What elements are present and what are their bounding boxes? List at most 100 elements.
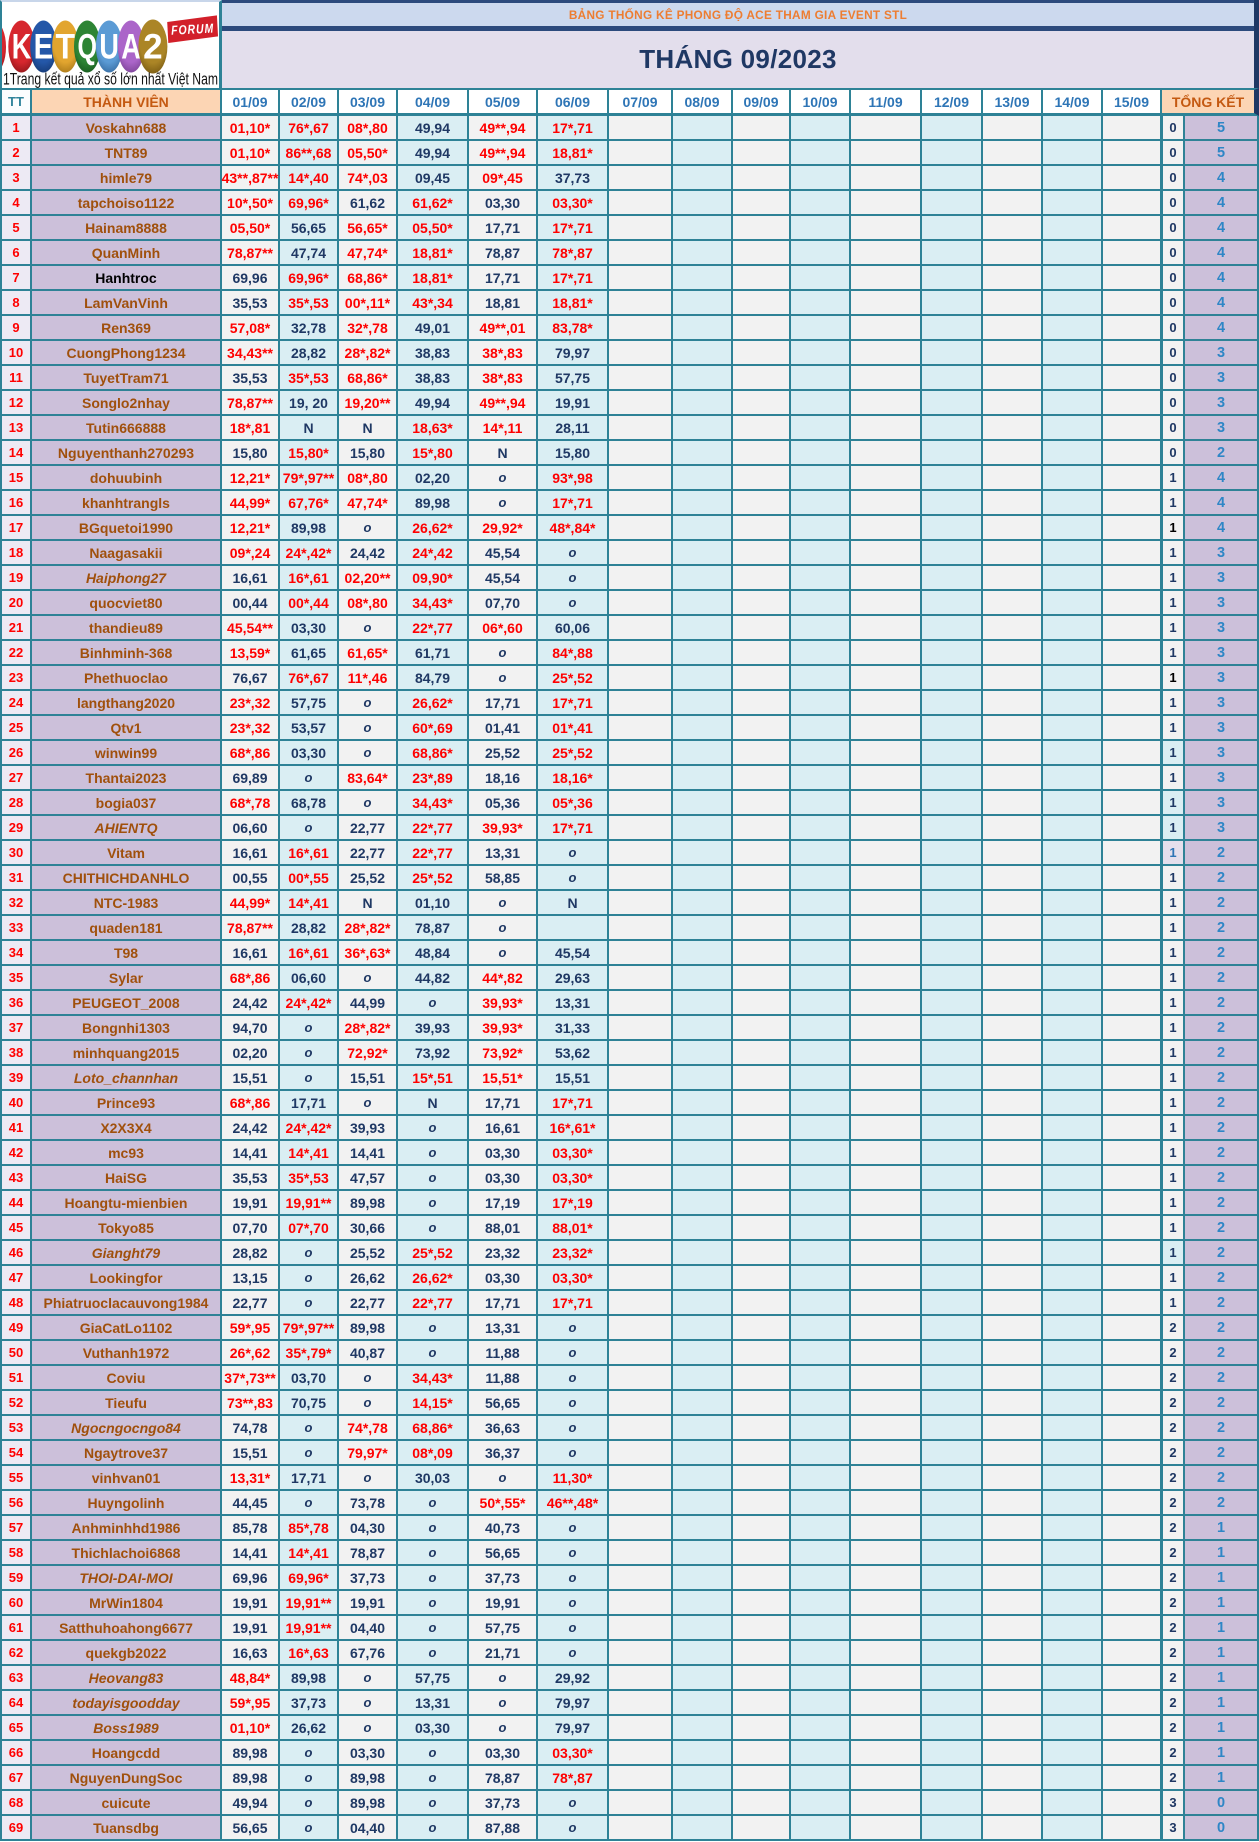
score-cell: [851, 316, 922, 341]
score-cell: [1103, 416, 1162, 441]
score-cell: [1103, 591, 1162, 616]
member-name: CHITHICHDANHLO: [32, 866, 222, 891]
score-cell: [922, 441, 983, 466]
member-name: Vitam: [32, 841, 222, 866]
score-cell: [673, 616, 733, 641]
count-cell: 1: [1162, 841, 1185, 866]
score-cell: [983, 116, 1043, 141]
score-cell: [673, 1641, 733, 1666]
score-cell: 39,93*: [469, 991, 538, 1016]
score-cell: [733, 1216, 791, 1241]
score-cell: 79,97: [538, 1716, 609, 1741]
member-row: 61 Satthuhoahong6677 19,91 19,91** 04,40 o 57,…: [0, 1616, 1259, 1641]
score-cell: 34,43**: [222, 341, 280, 366]
score-cell: 79*,97**: [280, 466, 339, 491]
score-cell: 02,20: [222, 1041, 280, 1066]
score-cell: o: [398, 1816, 469, 1841]
score-cell: [673, 1491, 733, 1516]
score-cell: [673, 741, 733, 766]
score-cell: [609, 466, 673, 491]
score-cell: [1103, 1341, 1162, 1366]
member-name: winwin99: [32, 741, 222, 766]
score-cell: [983, 1391, 1043, 1416]
score-cell: [983, 691, 1043, 716]
header-tt: TT: [0, 88, 32, 116]
score-cell: o: [398, 1641, 469, 1666]
count-cell: 2: [1162, 1466, 1185, 1491]
member-name: Hoangtu-mienbien: [32, 1191, 222, 1216]
score-cell: [609, 1191, 673, 1216]
score-cell: [733, 1041, 791, 1066]
score-cell: o: [538, 1316, 609, 1341]
score-cell: [1103, 241, 1162, 266]
member-row: 15 dohuubinh 12,21* 79*,97** 08*,80 02,20 o 93*…: [0, 466, 1259, 491]
score-cell: [1103, 841, 1162, 866]
navy-divider: [222, 26, 1254, 31]
score-cell: 17,71: [280, 1091, 339, 1116]
score-cell: 48,84: [398, 941, 469, 966]
score-cell: [791, 116, 851, 141]
score-cell: o: [398, 1491, 469, 1516]
score-cell: 16*,61*: [538, 1116, 609, 1141]
score-cell: [609, 1716, 673, 1741]
score-cell: [609, 1441, 673, 1466]
score-cell: [733, 391, 791, 416]
score-cell: [983, 1791, 1043, 1816]
score-cell: 07,70: [222, 1216, 280, 1241]
total-cell: 4: [1185, 516, 1259, 541]
score-cell: 89,98: [280, 516, 339, 541]
logo-letter: Q: [77, 28, 97, 67]
score-cell: 19,91: [222, 1191, 280, 1216]
score-cell: 01,41: [469, 716, 538, 741]
score-cell: 34,43*: [398, 1366, 469, 1391]
member-name: thandieu89: [32, 616, 222, 641]
score-cell: [609, 166, 673, 191]
logo-oval-Q: [74, 20, 101, 73]
score-cell: [609, 1216, 673, 1241]
count-cell: 0: [1162, 441, 1185, 466]
score-cell: [1103, 666, 1162, 691]
score-cell: [791, 166, 851, 191]
logo-oval-2: [138, 19, 168, 74]
score-cell: 78,87: [398, 916, 469, 941]
score-cell: [1043, 491, 1103, 516]
score-cell: [983, 191, 1043, 216]
score-cell: 19,20**: [339, 391, 398, 416]
score-cell: 49**,94: [469, 116, 538, 141]
total-cell: 4: [1185, 241, 1259, 266]
score-cell: [1043, 666, 1103, 691]
score-cell: [1103, 791, 1162, 816]
total-cell: 4: [1185, 291, 1259, 316]
score-cell: 17*,71: [538, 116, 609, 141]
score-cell: 13,31: [398, 1691, 469, 1716]
score-cell: [609, 1541, 673, 1566]
score-cell: 74,78: [222, 1416, 280, 1441]
score-cell: [851, 216, 922, 241]
score-cell: 18,81*: [398, 266, 469, 291]
row-number: 45: [0, 1216, 32, 1241]
score-cell: [983, 1016, 1043, 1041]
score-cell: [791, 1341, 851, 1366]
score-cell: 61,62: [339, 191, 398, 216]
score-cell: 22,77: [339, 816, 398, 841]
count-cell: 1: [1162, 491, 1185, 516]
score-cell: [791, 991, 851, 1016]
score-cell: [609, 1266, 673, 1291]
score-cell: [673, 1441, 733, 1466]
member-row: 57 Anhminhhd1986 85,78 85*,78 04,30 o 40,73 o 2 1: [0, 1516, 1259, 1541]
score-cell: [1043, 591, 1103, 616]
score-cell: [673, 766, 733, 791]
score-cell: [791, 1041, 851, 1066]
member-row: 56 Huyngolinh 44,45 o 73,78 o 50*,55* 46**,48* 2…: [0, 1491, 1259, 1516]
total-cell: 2: [1185, 1066, 1259, 1091]
score-cell: [983, 1691, 1043, 1716]
score-cell: [609, 1741, 673, 1766]
score-cell: [1103, 1066, 1162, 1091]
score-cell: 16,61: [222, 841, 280, 866]
score-cell: [1103, 991, 1162, 1016]
header-date-06-09: 06/09: [538, 88, 609, 116]
score-cell: 69,96*: [280, 191, 339, 216]
score-cell: [1043, 1766, 1103, 1791]
score-cell: o: [469, 666, 538, 691]
score-cell: [1103, 691, 1162, 716]
